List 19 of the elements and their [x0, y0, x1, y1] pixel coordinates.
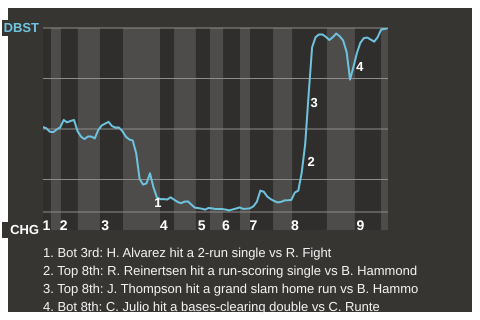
- text: CHG: [2, 222, 39, 238]
- annotation: 2: [306, 154, 316, 170]
- x-tick-label: 6: [222, 216, 230, 233]
- annotation: 1: [153, 194, 162, 211]
- text: DBST: [2, 20, 39, 36]
- annotation: 3: [310, 94, 319, 111]
- x-tick-label: 2: [60, 216, 68, 233]
- annotation: 4: [355, 58, 364, 75]
- x-tick-label: 1: [42, 216, 51, 233]
- x-tick-label: 9: [356, 216, 364, 233]
- x-tick-label: 3: [101, 216, 110, 233]
- text: 4. Bot 8th: C. Julio hit a bases-clearing double vs C. Runte: [43, 298, 381, 316]
- x-tick-label: 8: [290, 216, 299, 233]
- text: 1. Bot 3rd: H. Alvarez hit a 2-run single vs R. Fight: [43, 244, 332, 262]
- text: 2. Top 8th: R. Reinertsen hit a run-scoring single vs B. Hammond: [43, 262, 418, 280]
- x-tick-label: 5: [198, 216, 206, 233]
- x-tick-label: 7: [250, 216, 258, 233]
- x-tick-label: 4: [160, 216, 168, 233]
- text: 3. Top 8th: J. Thompson hit a grand slam home run vs B. Hammo: [43, 280, 418, 298]
